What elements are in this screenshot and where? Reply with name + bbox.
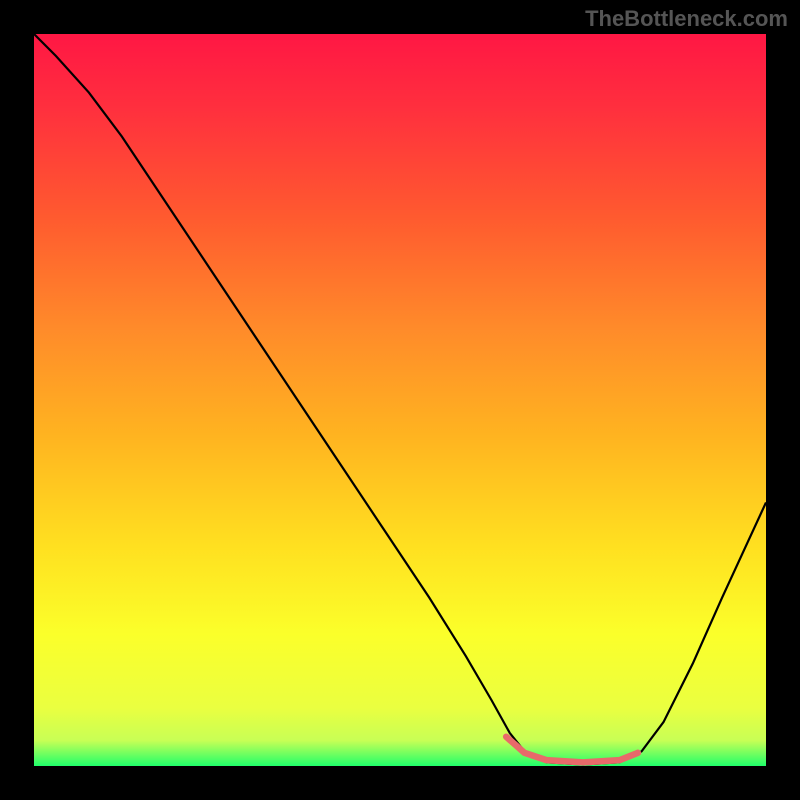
chart-plot-area <box>34 34 766 766</box>
bottleneck-curve-chart <box>34 34 766 766</box>
watermark-text: TheBottleneck.com <box>585 6 788 32</box>
gradient-background <box>34 34 766 766</box>
